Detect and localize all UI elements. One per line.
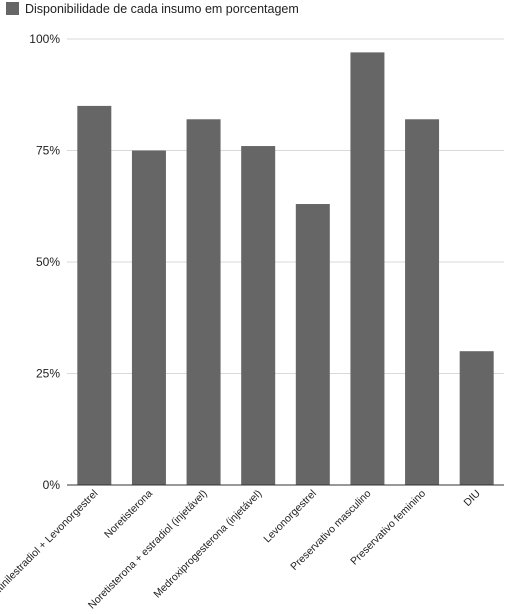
bar: [186, 119, 221, 485]
bar: [295, 204, 330, 485]
y-tick-label: 75%: [36, 144, 60, 158]
x-tick-label: Medroxiprogesterona (injetável): [151, 488, 264, 601]
x-tick-label: Levonorgestrel: [261, 488, 319, 546]
y-axis-ticks: 0% 25% 50% 75% 100%: [29, 32, 60, 492]
bar: [350, 52, 385, 485]
bar: [131, 150, 166, 485]
y-tick-label: 0%: [43, 478, 61, 492]
x-tick-label: Noretisterona: [102, 488, 155, 541]
y-tick-label: 25%: [36, 367, 60, 381]
x-axis-labels: Etinilestradiol + Levonorgestrel Noretist…: [0, 488, 483, 612]
bar: [77, 105, 112, 486]
y-tick-label: 50%: [36, 255, 60, 269]
legend-label: Disponibilidade de cada insumo em porcen…: [25, 2, 299, 16]
legend: Disponibilidade de cada insumo em porcen…: [6, 2, 299, 16]
bar: [405, 119, 440, 485]
x-tick-label: DIU: [462, 488, 483, 509]
bar: [241, 146, 276, 486]
bar: [459, 351, 494, 485]
legend-swatch: [6, 2, 19, 15]
bars: [77, 52, 494, 486]
y-tick-label: 100%: [29, 32, 60, 46]
x-tick-label: Noretisterona + estradiol (injetável): [86, 488, 210, 612]
x-tick-label: Etinilestradiol + Levonorgestrel: [0, 488, 100, 598]
